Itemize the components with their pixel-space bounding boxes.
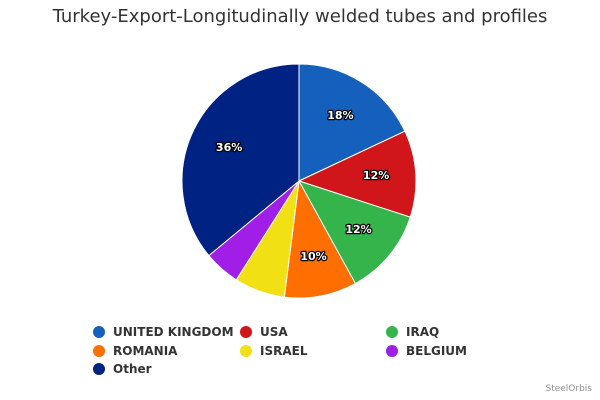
legend-item-usa[interactable]: USA (240, 323, 288, 341)
legend-item-belgium[interactable]: BELGIUM (386, 342, 467, 360)
legend-swatch (93, 344, 105, 357)
legend-item-united-kingdom[interactable]: UNITED KINGDOM (93, 323, 234, 341)
legend-label: UNITED KINGDOM (113, 325, 234, 339)
credit-text[interactable]: SteelOrbis (545, 384, 592, 394)
legend-item-iraq[interactable]: IRAQ (386, 323, 439, 341)
legend-swatch (93, 363, 105, 375)
slice-data-label: 12% (363, 169, 389, 182)
pie-slice-usa[interactable] (297, 130, 417, 218)
legend-item-other[interactable]: Other (93, 360, 152, 378)
legend-item-israel[interactable]: ISRAEL (240, 342, 307, 360)
slice-data-label: 12% (345, 223, 371, 236)
legend-swatch (386, 344, 398, 357)
legend-label: ROMANIA (113, 343, 178, 358)
legend-label: ISRAEL (260, 343, 308, 358)
chart-title: Turkey-Export-Longitudinally welded tube… (52, 6, 548, 27)
legend-label: Other (113, 362, 152, 376)
legend-swatch (386, 326, 398, 338)
legend-label: IRAQ (406, 325, 440, 339)
legend-label: USA (260, 325, 288, 339)
pie-slice-iraq[interactable] (297, 180, 411, 285)
slice-data-label: 10% (300, 250, 326, 263)
legend-swatch (240, 326, 252, 338)
legend-label: BELGIUM (406, 343, 467, 358)
pie-slice-united-kingdom[interactable] (298, 63, 406, 182)
pie-slice-romania[interactable] (283, 179, 357, 299)
pie-slice-other[interactable] (181, 63, 300, 257)
legend-swatch (240, 344, 252, 357)
slice-data-label: 36% (216, 141, 242, 154)
slice-data-label: 18% (327, 109, 353, 122)
legend-item-romania[interactable]: ROMANIA (93, 342, 177, 360)
legend-swatch (93, 326, 105, 338)
